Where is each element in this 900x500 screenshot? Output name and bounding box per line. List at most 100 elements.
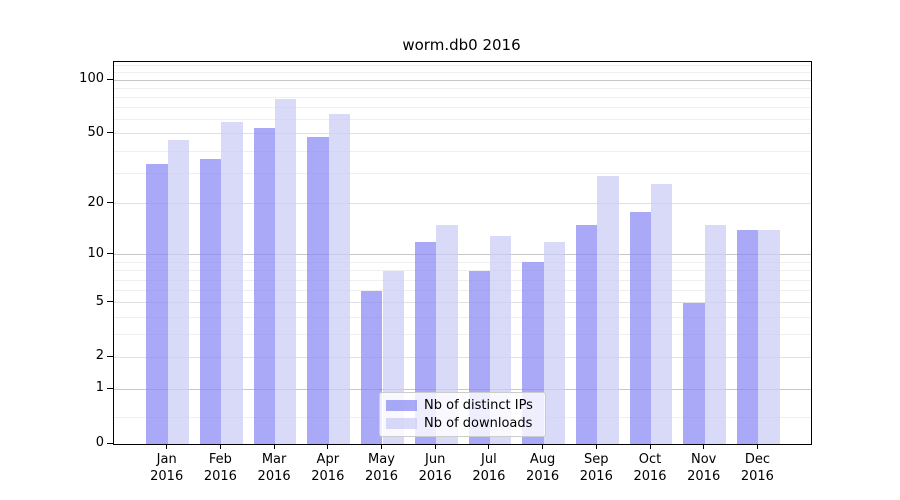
y-tick-mark <box>107 442 113 444</box>
bar-downloads-jul <box>489 235 512 444</box>
y-tick-mark <box>107 355 113 357</box>
x-tick-month: Feb <box>208 452 232 467</box>
bar-downloads-dec <box>758 230 780 444</box>
gridline <box>114 261 811 263</box>
x-tick-mark <box>273 444 275 449</box>
bar-downloads-jun <box>436 225 458 444</box>
bar-downloads-oct <box>651 184 673 444</box>
bar-downloads-mar <box>275 99 297 444</box>
x-tick-label: Jun 2016 <box>403 451 467 485</box>
legend-label-distinct-ips: Nb of distinct IPs <box>424 398 533 414</box>
x-tick-mark <box>703 444 705 449</box>
x-tick-year: 2016 <box>633 469 667 484</box>
x-tick-month: Dec <box>744 452 770 467</box>
x-tick-label: Oct 2016 <box>618 451 682 485</box>
x-tick-label: Aug 2016 <box>511 451 575 485</box>
x-tick-mark <box>381 444 382 449</box>
legend-label-downloads: Nb of downloads <box>424 415 533 431</box>
legend: Nb of distinct IPs Nb of downloads <box>379 392 546 437</box>
legend-swatch-downloads <box>386 417 417 429</box>
x-tick-mark <box>756 444 758 449</box>
x-tick-mark <box>219 444 221 449</box>
legend-swatch-distinct-ips <box>386 400 417 412</box>
x-tick-label: Sep 2016 <box>564 451 628 485</box>
y-tick-label: 2 <box>95 348 104 364</box>
x-tick-label: Mar 2016 <box>242 451 306 485</box>
x-tick-label: May 2016 <box>350 451 414 485</box>
x-tick-mark <box>434 444 436 449</box>
bar-downloads-nov <box>704 225 727 444</box>
bar-ips-feb <box>200 159 222 444</box>
gridline <box>114 107 811 109</box>
x-tick-month: Aug <box>529 452 556 467</box>
gridline <box>114 388 811 390</box>
x-tick-label: Dec 2016 <box>725 451 789 485</box>
y-tick-label: 20 <box>87 194 104 210</box>
y-tick-label: 100 <box>79 71 104 87</box>
x-tick-mark <box>542 444 544 449</box>
y-tick-mark <box>107 78 113 80</box>
gridline <box>114 302 811 304</box>
x-tick-mark <box>649 444 651 449</box>
gridline <box>114 133 811 135</box>
x-tick-year: 2016 <box>257 469 291 484</box>
gridline <box>114 119 811 121</box>
x-tick-month: Sep <box>584 452 609 467</box>
x-tick-year: 2016 <box>150 469 184 484</box>
bar-downloads-sep <box>597 175 619 444</box>
x-tick-year: 2016 <box>687 469 721 484</box>
x-tick-year: 2016 <box>579 469 613 484</box>
plot-area <box>113 61 812 445</box>
y-tick-mark <box>107 202 113 204</box>
bar-ips-apr <box>307 137 329 444</box>
bar-ips-nov <box>683 302 705 444</box>
gridline <box>114 290 811 292</box>
legend-row: Nb of downloads <box>386 416 539 431</box>
x-tick-month: Mar <box>261 452 287 467</box>
gridline <box>114 279 811 281</box>
y-tick-label: 0 <box>95 435 104 450</box>
gridline <box>114 334 811 336</box>
gridline <box>114 72 811 74</box>
x-tick-label: Apr 2016 <box>296 451 360 485</box>
gridline <box>114 172 811 174</box>
chart-title: worm.db0 2016 <box>402 36 521 54</box>
bar-downloads-jan <box>167 140 190 444</box>
gridline <box>114 270 811 272</box>
gridline <box>114 356 811 358</box>
gridline <box>114 87 811 89</box>
x-tick-mark <box>327 444 329 449</box>
x-tick-year: 2016 <box>364 469 399 484</box>
bar-ips-oct <box>629 211 651 444</box>
bar-downloads-feb <box>221 122 243 444</box>
bar-ips-mar <box>253 128 276 444</box>
bar-ips-sep <box>575 225 598 444</box>
bar-ips-dec <box>737 230 759 444</box>
gridline <box>114 65 811 67</box>
x-tick-month: Jun <box>425 452 446 467</box>
x-tick-month: May <box>368 452 395 467</box>
y-tick-mark <box>107 301 113 303</box>
bar-ips-jan <box>146 163 168 444</box>
bar-downloads-aug <box>543 241 565 444</box>
x-tick-year: 2016 <box>526 469 560 484</box>
x-tick-label: Feb 2016 <box>188 451 252 485</box>
gridline <box>114 79 811 81</box>
x-tick-year: 2016 <box>311 469 345 484</box>
y-tick-mark <box>107 132 113 134</box>
gridline <box>114 96 811 98</box>
x-tick-year: 2016 <box>418 469 452 484</box>
gridline <box>114 316 811 318</box>
x-tick-mark <box>166 444 168 449</box>
x-tick-month: Jul <box>481 452 497 467</box>
y-tick-mark <box>107 387 113 389</box>
x-tick-year: 2016 <box>472 469 506 484</box>
x-tick-month: Jan <box>156 452 177 467</box>
x-tick-month: Apr <box>316 452 340 467</box>
x-tick-year: 2016 <box>203 469 237 484</box>
x-tick-month: Oct <box>638 452 662 467</box>
x-tick-year: 2016 <box>740 469 774 484</box>
legend-row: Nb of distinct IPs <box>386 398 539 413</box>
x-tick-mark <box>488 444 490 449</box>
y-tick-label: 1 <box>95 380 104 396</box>
